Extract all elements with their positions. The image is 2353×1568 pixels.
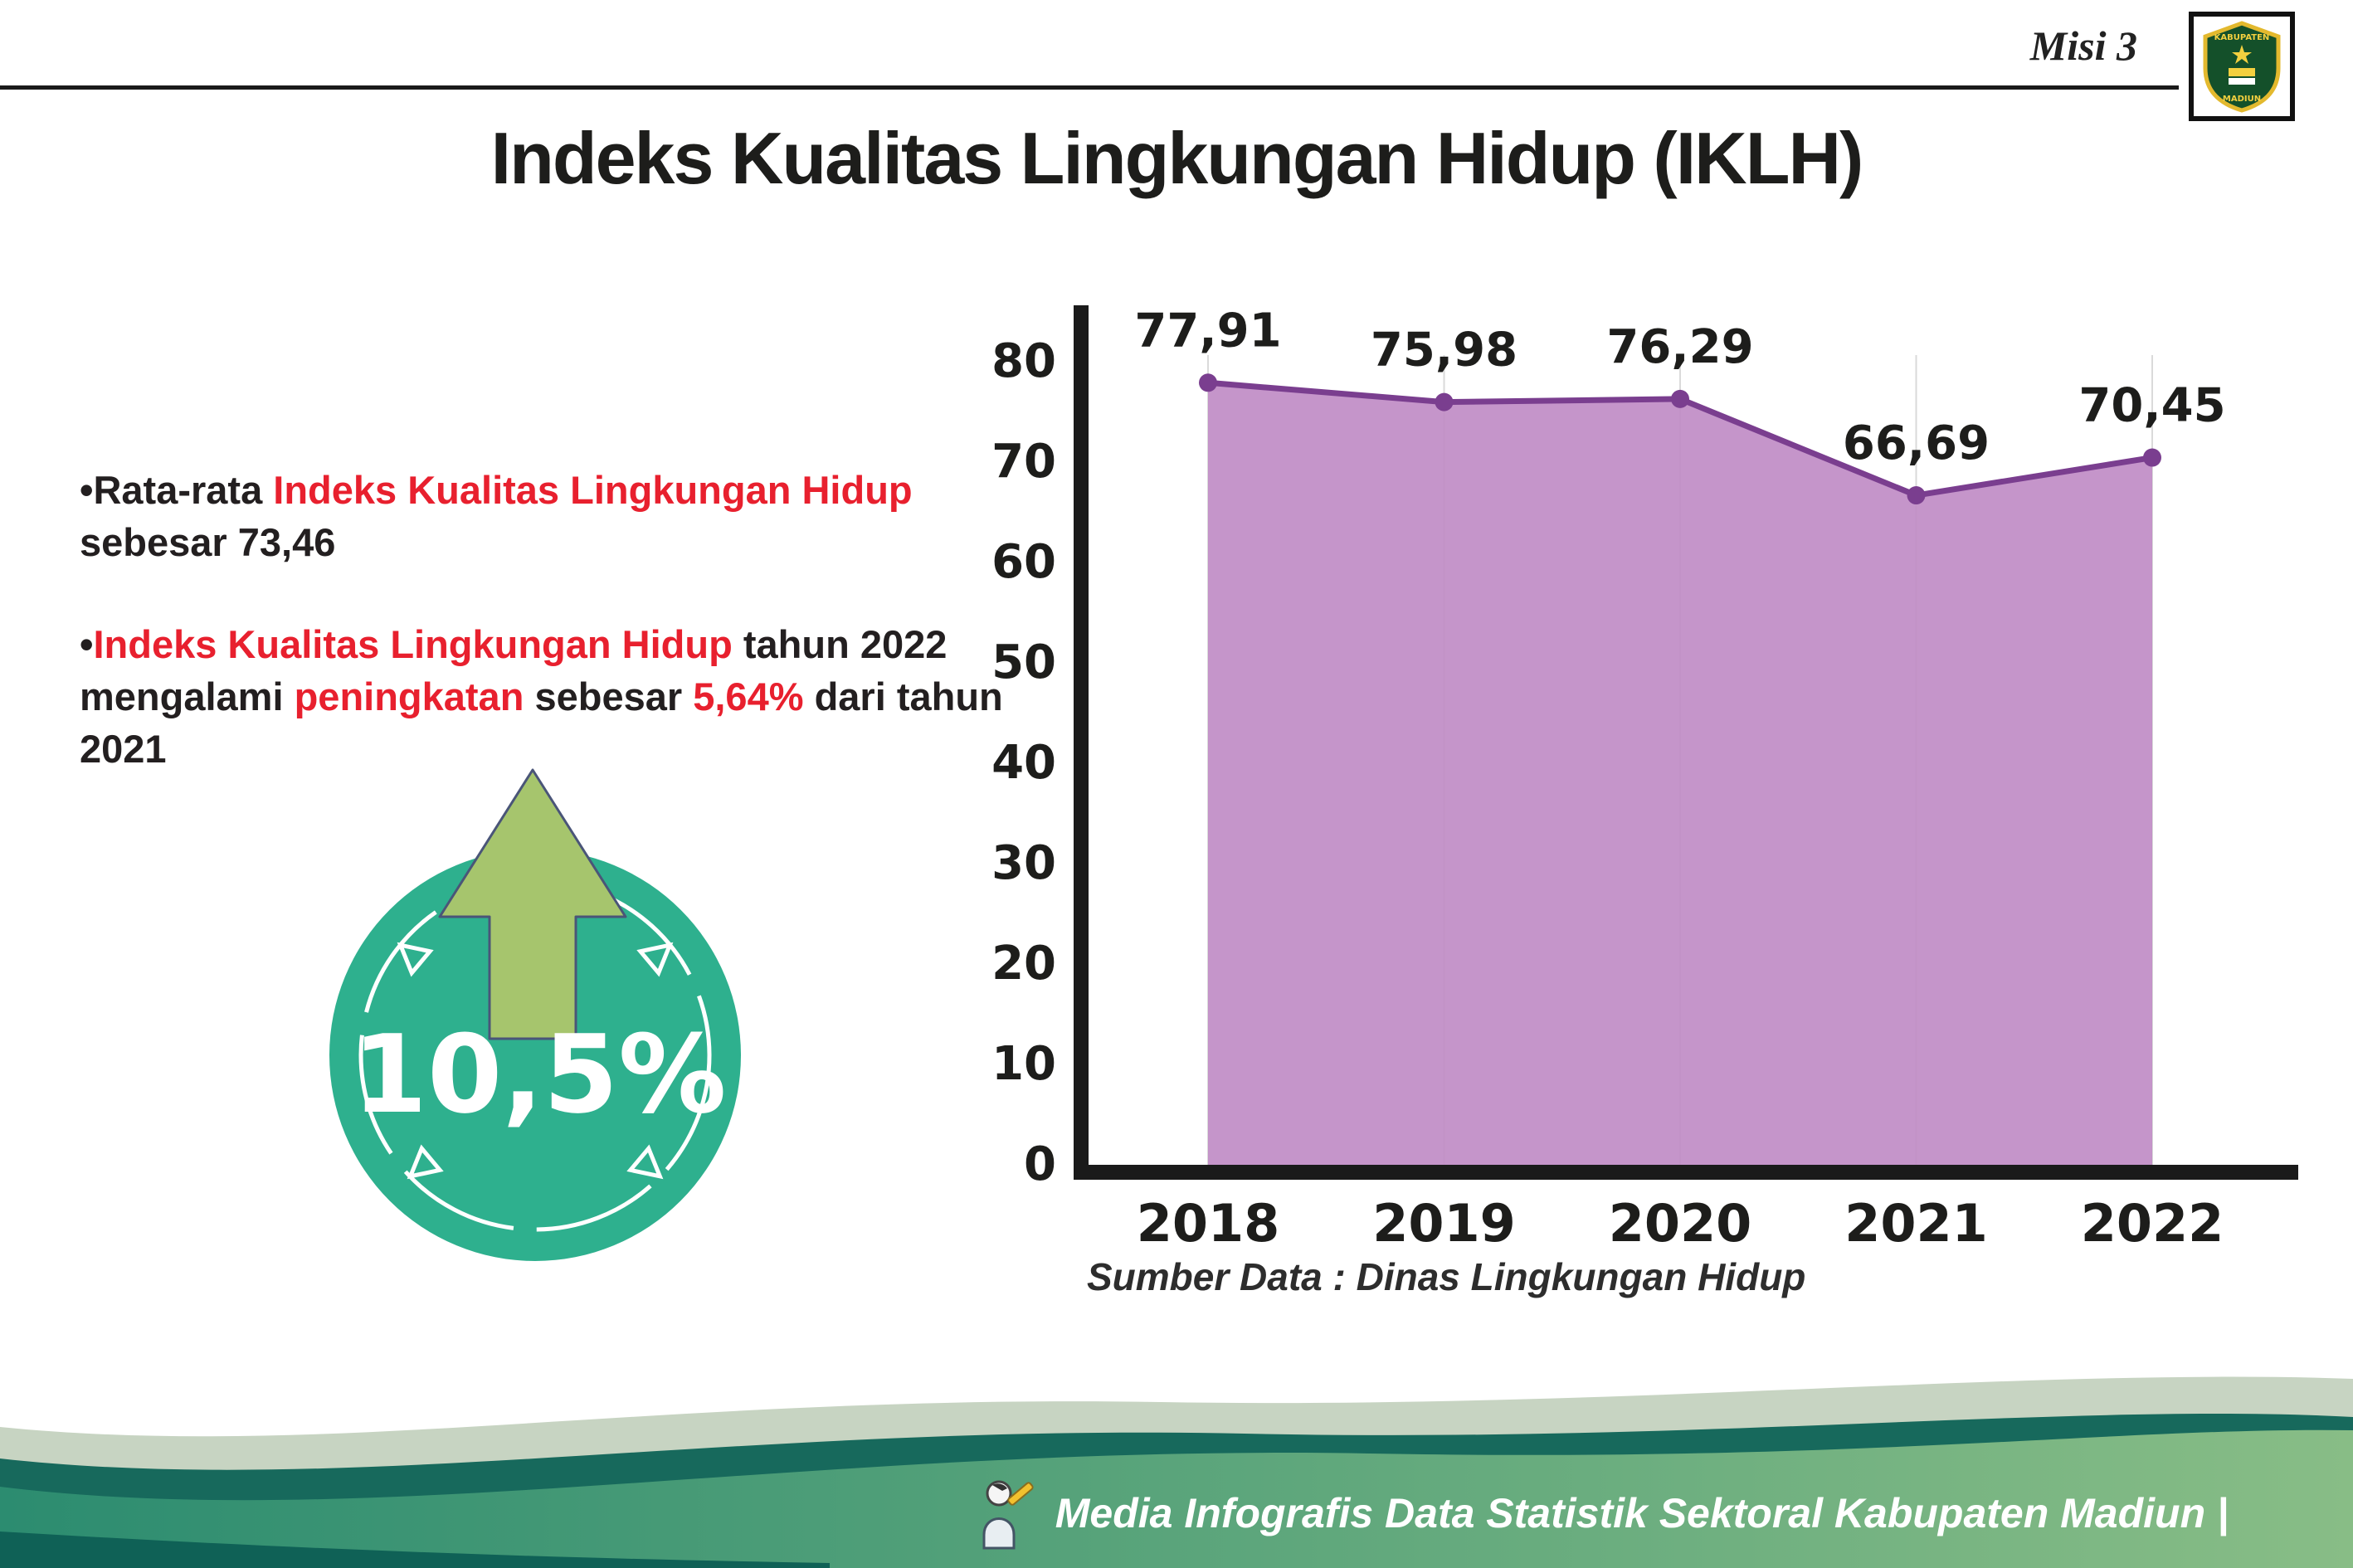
logo-star-icon bbox=[2232, 45, 2252, 64]
bullet-text-highlight: Indeks Kualitas Lingkungan Hidup bbox=[93, 621, 733, 666]
x-tick-label: 2018 bbox=[1137, 1193, 1280, 1254]
y-tick-label: 10 bbox=[991, 1037, 1056, 1091]
logo-band-gold bbox=[2229, 68, 2255, 76]
bullet-text-highlight: 5,64% bbox=[693, 674, 804, 718]
x-tick-label: 2019 bbox=[1372, 1193, 1516, 1254]
logo-bottom-text: MADIUN bbox=[2223, 95, 2261, 104]
increase-badge-graphic bbox=[329, 768, 741, 1261]
increase-percentage: 10,5% bbox=[352, 1011, 727, 1137]
source-label: Sumber Data : Dinas Lingkungan Hidup bbox=[1087, 1255, 1806, 1298]
badge-triangles bbox=[397, 942, 674, 1180]
data-point bbox=[1907, 486, 1926, 505]
value-label: 76,29 bbox=[1606, 320, 1753, 374]
bullet-average-iklh: •Rata-rata Indeks Kualitas Lingkungan Hi… bbox=[80, 465, 1009, 569]
data-point bbox=[1199, 373, 1217, 392]
bullet-text: Rata-rata bbox=[93, 468, 274, 512]
y-axis bbox=[1074, 305, 1089, 1180]
logo-band-white bbox=[2229, 78, 2255, 85]
mascot-icon bbox=[982, 1480, 1034, 1550]
wave-main bbox=[0, 1429, 2353, 1568]
data-point bbox=[1435, 392, 1454, 411]
value-label: 66,69 bbox=[1843, 416, 1990, 470]
y-tick-label: 30 bbox=[991, 836, 1056, 890]
iklh-area-chart: 0 10 20 30 40 50 60 70 80 2018 2019 2020 2021 2022 77,… bbox=[979, 299, 2340, 1303]
bullet-increase-iklh: •Indeks Kualitas Lingkungan Hidup tahun … bbox=[80, 619, 1009, 776]
increase-badge: 10,5% bbox=[315, 747, 763, 1286]
page-title: Indeks Kualitas Lingkungan Hidup (IKLH) bbox=[490, 117, 1864, 199]
footer-waves bbox=[0, 1376, 2353, 1568]
summary-bullets: •Rata-rata Indeks Kualitas Lingkungan Hi… bbox=[80, 465, 1009, 825]
misi-label: Misi 3 bbox=[2029, 22, 2137, 69]
bullet-text: dari tahun 2021 bbox=[80, 674, 1003, 771]
value-label: 75,98 bbox=[1371, 324, 1518, 377]
footer-caption: Media Infografis Data Statistik Sektoral… bbox=[1055, 1490, 2229, 1536]
bullet-marker: • bbox=[80, 468, 94, 512]
data-point bbox=[1671, 389, 1689, 408]
area-fill bbox=[1208, 382, 2152, 1165]
x-axis bbox=[1074, 1165, 2298, 1180]
x-tick-label: 2022 bbox=[2081, 1193, 2224, 1254]
value-label: 77,91 bbox=[1134, 304, 1281, 358]
chart-canvas: 0 10 20 30 40 50 60 70 80 2018 2019 2020 2021 2022 77,… bbox=[991, 304, 2298, 1254]
footer: Media Infografis Data Statistik Sektoral… bbox=[967, 1475, 2229, 1551]
x-tick-label: 2020 bbox=[1609, 1193, 1752, 1254]
header-divider bbox=[0, 85, 2179, 90]
data-point bbox=[2143, 448, 2161, 467]
logo-frame: KABUPATEN MADIUN bbox=[2189, 12, 2295, 121]
up-arrow-icon bbox=[438, 768, 627, 1040]
y-tick-label: 60 bbox=[991, 535, 1056, 589]
logo-top-text: KABUPATEN bbox=[2214, 33, 2270, 42]
kabupaten-madiun-logo: KABUPATEN MADIUN bbox=[2203, 21, 2281, 113]
bullet-text: sebesar bbox=[524, 674, 694, 718]
y-tick-label: 20 bbox=[991, 937, 1056, 991]
bullet-text: sebesar 73,46 bbox=[80, 519, 336, 564]
y-tick-label: 80 bbox=[991, 334, 1056, 388]
wave-bottom-sliver bbox=[0, 1531, 830, 1568]
bullet-text: tahun 2022 mengalami bbox=[80, 621, 948, 718]
bullet-marker: • bbox=[80, 621, 94, 666]
y-tick-label: 0 bbox=[1024, 1137, 1056, 1191]
y-tick-label: 40 bbox=[991, 736, 1056, 790]
y-tick-label: 70 bbox=[991, 435, 1056, 489]
logo-shield bbox=[2203, 21, 2281, 113]
y-tick-label: 50 bbox=[991, 635, 1056, 689]
value-label: 70,45 bbox=[2078, 379, 2225, 433]
bullet-text-highlight: Indeks Kualitas Lingkungan Hidup bbox=[273, 468, 913, 512]
x-tick-label: 2021 bbox=[1844, 1193, 1988, 1254]
bullet-text-highlight: peningkatan bbox=[294, 674, 524, 718]
